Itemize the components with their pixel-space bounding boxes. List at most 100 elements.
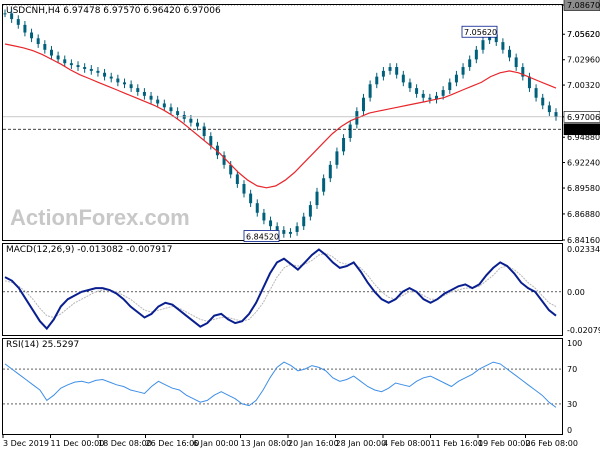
price-bar-body — [262, 212, 266, 221]
price-bar-body — [461, 67, 465, 75]
price-bar-body — [282, 230, 286, 234]
price-bar-body — [468, 59, 472, 68]
price-bar-body — [49, 49, 53, 56]
rsi-line — [4, 361, 557, 408]
price-bar-body — [534, 88, 538, 98]
price-bar-body — [448, 82, 452, 91]
price-bar-body — [494, 34, 498, 43]
price-bar-body — [554, 112, 558, 117]
x-tick-label: 11 Dec 00:00 — [51, 439, 105, 448]
macd-tick-label: 0.023345 — [567, 245, 600, 254]
price-bar-body — [43, 44, 47, 50]
watermark: ActionForex.com — [10, 205, 190, 230]
price-bar-body — [30, 32, 34, 39]
price-bar-body — [335, 151, 339, 165]
price-bar-body — [96, 70, 100, 73]
price-bar-body — [288, 231, 292, 234]
price-tick-label: 7.02960 — [567, 56, 600, 65]
price-bar-body — [116, 78, 120, 83]
price-bar-body — [162, 103, 166, 108]
annotation-box — [461, 25, 498, 38]
price-bar-body — [16, 19, 20, 25]
x-tick-label: 26 Feb 08:00 — [526, 439, 578, 448]
x-tick-label: 19 Feb 00:00 — [478, 439, 530, 448]
price-tick-label: 7.05620 — [567, 30, 600, 39]
price-tick-label: 6.89580 — [567, 184, 600, 193]
price-bar-body — [547, 105, 551, 113]
price-marker-bg — [563, 0, 600, 11]
x-tick-label: 6 Jan 00:00 — [193, 439, 239, 448]
price-tick-label: 6.84160 — [567, 236, 600, 245]
price-bar-body — [189, 118, 193, 123]
rsi-tick-label: 30 — [567, 400, 577, 409]
price-bar-body — [36, 38, 40, 45]
price-bar-body — [435, 95, 439, 100]
macd-tick-label: -0.020798 — [567, 326, 600, 335]
rsi-layer — [3, 361, 562, 408]
price-bar-body — [375, 76, 379, 85]
price-bar-body — [76, 65, 80, 68]
macd-line — [4, 248, 557, 331]
price-bar-body — [514, 57, 518, 68]
price-bar-body — [395, 67, 399, 75]
price-bar-body — [275, 226, 279, 231]
price-bar-body — [89, 68, 93, 71]
price-bar-body — [242, 184, 246, 194]
price-bar-body — [302, 216, 306, 227]
price-bar-body — [69, 63, 73, 66]
price-bar-body — [10, 13, 14, 20]
price-bar-body — [136, 88, 140, 92]
price-marker-label: 6.95710 — [567, 125, 600, 134]
x-tick-label: 4 Feb 08:00 — [383, 439, 430, 448]
price-tick-label: 7.00320 — [567, 81, 600, 90]
price-bar-body — [527, 76, 531, 89]
moving-average-line — [4, 43, 557, 189]
price-bar-body — [348, 124, 352, 138]
price-bar-body — [23, 24, 27, 33]
rsi-panel-frame — [2, 338, 563, 435]
x-tick-label: 18 Dec 08:00 — [98, 439, 152, 448]
price-bar-body — [521, 67, 525, 77]
rsi-tick-label: 0 — [567, 426, 572, 435]
price-marker-label: 7.05620 — [567, 30, 600, 39]
price-bar-body — [441, 90, 445, 96]
price-bar-body — [342, 137, 346, 152]
price-bar-body — [63, 59, 67, 64]
price-bar-body — [142, 91, 146, 96]
price-bar-body — [421, 93, 425, 98]
annotation-label: 6.84520 — [246, 233, 279, 242]
price-bar-body — [368, 84, 372, 98]
price-bar-body — [269, 220, 273, 227]
rsi-header: RSI(14) 25.5297 — [6, 340, 79, 350]
price-bar-body — [508, 49, 512, 58]
price-bar-body — [209, 136, 213, 146]
price-marker-label: 7.08670 — [567, 1, 600, 10]
price-bar-body — [129, 84, 133, 89]
price-marker-bg — [563, 123, 600, 136]
price-bar-body — [388, 67, 392, 71]
x-tick-label: 11 Feb 16:00 — [431, 439, 483, 448]
price-bar-body — [149, 95, 153, 100]
x-tick-label: 28 Jan 00:00 — [336, 439, 387, 448]
price-bar-body — [308, 205, 312, 217]
price-bar-body — [501, 42, 505, 50]
price-bar-body — [408, 82, 412, 89]
rsi-tick-label: 70 — [567, 365, 577, 374]
price-bar-body — [249, 193, 253, 204]
price-bar-body — [381, 70, 385, 77]
rsi-tick-label: 100 — [567, 339, 582, 348]
price-bar-body — [3, 13, 7, 15]
price-bar-body — [328, 164, 332, 179]
price-tick-label: 6.86880 — [567, 210, 600, 219]
price-bar-body — [156, 99, 160, 104]
annotation-box — [243, 230, 280, 242]
price-bar-body — [415, 88, 419, 94]
price-bar-body — [196, 122, 200, 127]
price-tick-label: 6.92240 — [567, 159, 600, 168]
price-bar-body — [202, 126, 206, 137]
price-bar-body — [109, 76, 113, 79]
price-bar-body — [322, 178, 326, 192]
